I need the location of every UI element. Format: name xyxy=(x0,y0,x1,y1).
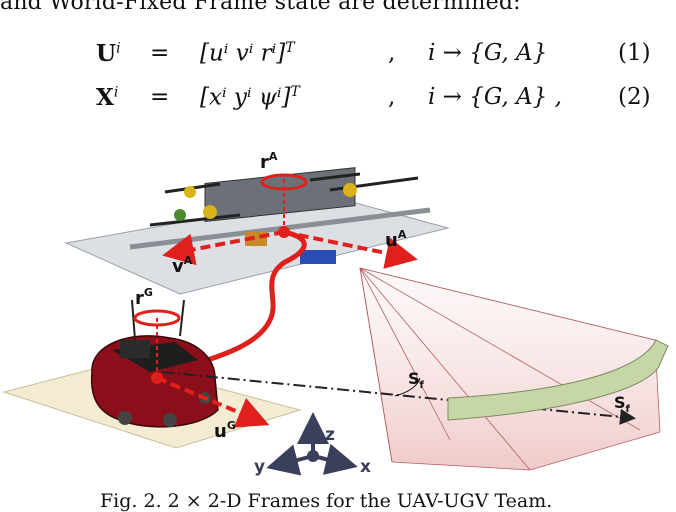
equals-sign: = xyxy=(150,84,170,110)
index-condition: i → {G, A} , xyxy=(428,84,562,110)
equation-1: Ui = [uⁱ vⁱ rⁱ]T , i → {G, A} (1) xyxy=(0,40,676,80)
equation-number: (2) xyxy=(618,84,651,110)
camera-view-cone xyxy=(359,267,661,471)
world-frame-axes xyxy=(266,412,358,476)
state-vector: [uⁱ vⁱ rⁱ]T xyxy=(200,40,295,67)
v-a-arrow xyxy=(162,230,285,266)
s-f-label-1: Sf xyxy=(408,369,425,391)
equation-lhs: Xi xyxy=(96,84,119,111)
equation-lhs: Ui xyxy=(96,40,121,67)
equation-number: (1) xyxy=(618,40,651,66)
separator-comma: , xyxy=(388,40,396,66)
figure-caption: Fig. 2. 2 × 2-D Frames for the UAV-UGV T… xyxy=(100,490,553,512)
u-g-arrow xyxy=(156,376,270,428)
u-g-label: uG xyxy=(214,419,236,442)
axis-z-label: z xyxy=(325,425,335,445)
tether-cable xyxy=(154,229,307,381)
u-a-arrow xyxy=(283,230,418,269)
v-a-label: vA xyxy=(172,254,193,277)
axis-x-label: x xyxy=(360,457,371,477)
camera-view-rays xyxy=(359,267,656,471)
sf-pointer xyxy=(394,377,421,397)
s-f-label-2: Sf xyxy=(614,393,631,415)
separator-comma: , xyxy=(388,84,396,110)
r-g-label: rG xyxy=(135,286,153,309)
r-g-rotation xyxy=(133,309,181,327)
r-a-label: rA xyxy=(260,150,278,173)
equals-sign: = xyxy=(150,40,170,66)
u-a-label: uA xyxy=(385,228,407,251)
ugv-robot xyxy=(90,299,219,428)
equation-2: Xi = [xⁱ yⁱ ψⁱ]T , i → {G, A} , (2) xyxy=(0,84,676,124)
intro-text: and World-Fixed Frame state are determin… xyxy=(0,0,521,15)
axis-y-label: y xyxy=(254,457,265,477)
index-condition: i → {G, A} xyxy=(428,40,548,66)
state-vector: [xⁱ yⁱ ψⁱ]T xyxy=(200,84,300,111)
r-a-rotation xyxy=(260,173,308,191)
camera-footprint-band xyxy=(447,339,669,421)
